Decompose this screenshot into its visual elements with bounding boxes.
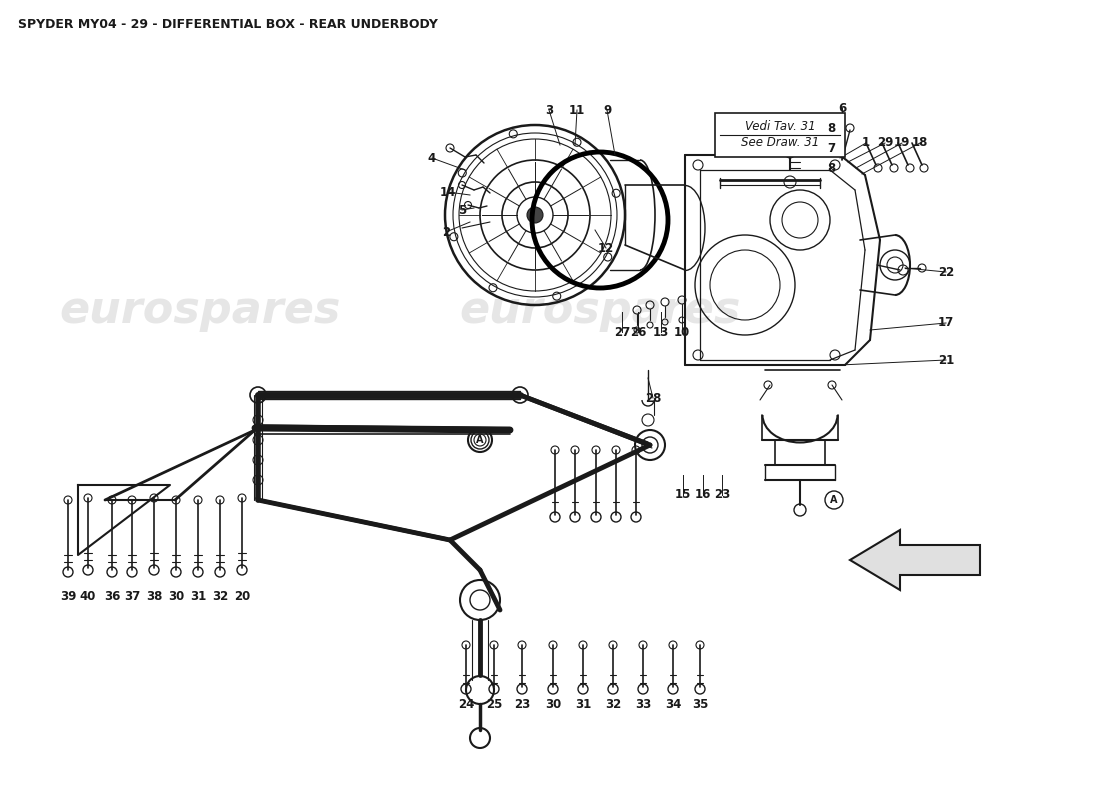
Text: A: A	[476, 435, 484, 445]
Text: 16: 16	[695, 489, 712, 502]
Circle shape	[527, 207, 543, 223]
Text: eurospares: eurospares	[460, 289, 740, 331]
Text: 11: 11	[569, 103, 585, 117]
Text: 3: 3	[544, 103, 553, 117]
Text: See Draw. 31: See Draw. 31	[741, 137, 820, 150]
Polygon shape	[850, 530, 980, 590]
Text: 24: 24	[458, 698, 474, 711]
Text: 39: 39	[59, 590, 76, 602]
Text: 29: 29	[877, 137, 893, 150]
Bar	[715, 113, 845, 157]
Text: 38: 38	[146, 590, 162, 602]
Text: 40: 40	[80, 590, 96, 602]
Text: 37: 37	[124, 590, 140, 602]
Text: 32: 32	[212, 590, 228, 602]
Text: 32: 32	[605, 698, 621, 711]
Text: 30: 30	[168, 590, 184, 602]
Text: A: A	[830, 495, 838, 505]
Text: Vedi Tav. 31: Vedi Tav. 31	[745, 121, 815, 134]
Text: 14: 14	[440, 186, 456, 198]
Text: 8: 8	[827, 122, 835, 134]
Text: 27: 27	[614, 326, 630, 338]
Text: 15: 15	[674, 489, 691, 502]
Text: 35: 35	[692, 698, 708, 711]
Text: 12: 12	[598, 242, 614, 254]
Text: 22: 22	[938, 266, 954, 278]
Text: 8: 8	[827, 162, 835, 174]
Text: 18: 18	[912, 137, 928, 150]
Text: 36: 36	[103, 590, 120, 602]
Text: 20: 20	[234, 590, 250, 602]
Text: 13: 13	[653, 326, 669, 338]
Text: 21: 21	[938, 354, 954, 366]
Text: 1: 1	[862, 137, 870, 150]
Text: 5: 5	[458, 203, 466, 217]
Text: 31: 31	[575, 698, 591, 711]
Text: 25: 25	[486, 698, 503, 711]
Text: 23: 23	[714, 489, 730, 502]
Text: 6: 6	[838, 102, 846, 114]
Text: eurospares: eurospares	[59, 289, 341, 331]
Text: 17: 17	[938, 317, 954, 330]
Text: 34: 34	[664, 698, 681, 711]
Text: 4: 4	[428, 151, 436, 165]
Text: 33: 33	[635, 698, 651, 711]
Text: 19: 19	[894, 137, 910, 150]
Text: 31: 31	[190, 590, 206, 602]
Text: 28: 28	[645, 391, 661, 405]
Text: 9: 9	[603, 103, 612, 117]
Text: 26: 26	[630, 326, 646, 338]
Text: 10: 10	[674, 326, 690, 338]
Text: 2: 2	[442, 226, 450, 238]
Text: SPYDER MY04 - 29 - DIFFERENTIAL BOX - REAR UNDERBODY: SPYDER MY04 - 29 - DIFFERENTIAL BOX - RE…	[18, 18, 438, 31]
Text: 30: 30	[544, 698, 561, 711]
Text: 23: 23	[514, 698, 530, 711]
Text: 7: 7	[827, 142, 835, 154]
